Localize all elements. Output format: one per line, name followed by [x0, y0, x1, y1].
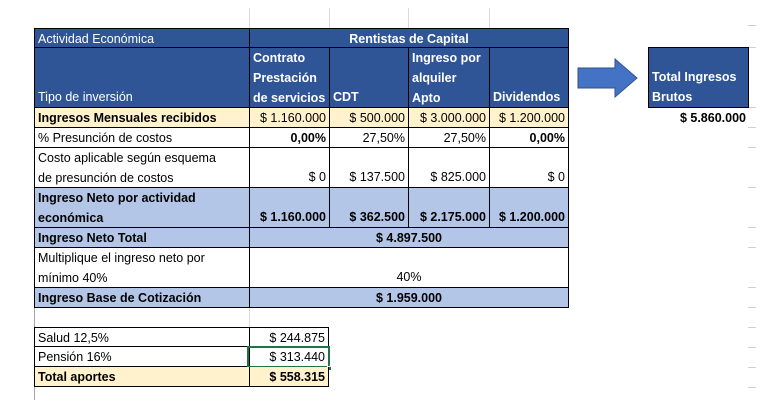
neto-actividad-label-cell[interactable]: Ingreso Neto por actividad económica [34, 188, 249, 228]
gridline [249, 8, 250, 28]
ingresos-label-cell[interactable]: Ingresos Mensuales recibidos [34, 108, 249, 128]
cell-value: $ 3.000.000 [419, 111, 486, 125]
cell-value: 0,00% [290, 131, 326, 145]
costo-value-cell[interactable]: $ 137.500 [329, 148, 408, 188]
multiplique-label-cell[interactable]: Multiplique el ingreso neto por mínimo 4… [34, 248, 249, 288]
activity-label-cell[interactable]: Actividad Económica [34, 28, 249, 48]
column-header-contrato[interactable]: Contrato Prestación de servicios [249, 48, 329, 108]
row-label: Costo aplicable según esquema [38, 151, 216, 165]
neto-actividad-value-cell[interactable]: $ 1.160.000 [249, 188, 329, 228]
header-line: alquiler [412, 71, 457, 85]
selected-cell-outline [247, 346, 330, 368]
group-header: Rentistas de Capital [349, 32, 469, 46]
group-header-cell[interactable]: Rentistas de Capital [249, 28, 569, 48]
row-label: de presunción de costos [38, 171, 174, 185]
type-label-cell[interactable]: Tipo de inversión [34, 48, 249, 108]
row-label: Ingreso Neto Total [38, 231, 147, 245]
row-label: Multiplique el ingreso neto por [38, 251, 205, 265]
neto-actividad-value-cell[interactable]: $ 1.200.000 [489, 188, 569, 228]
neto-actividad-value-cell[interactable]: $ 362.500 [329, 188, 408, 228]
presuncion-value-cell[interactable]: 27,50% [329, 128, 408, 148]
cell-value: $ 1.200.000 [498, 111, 565, 125]
row-label: Salud 12,5% [38, 331, 109, 345]
row-label: Ingresos Mensuales recibidos [38, 111, 217, 125]
ingresos-value-cell[interactable]: $ 500.000 [329, 108, 408, 128]
row-label: Pensión 16% [38, 350, 112, 364]
header-line: CDT [333, 90, 359, 104]
costo-value-cell[interactable]: $ 825.000 [408, 148, 489, 188]
cell-value: 0,00% [529, 131, 565, 145]
cell-value: $ 0 [547, 170, 565, 184]
cell-value: $ 1.160.000 [259, 111, 326, 125]
cell-value: $ 1.200.000 [498, 210, 565, 224]
header-line: Apto [412, 91, 441, 105]
row-label: Total aportes [38, 370, 116, 384]
row-label: Ingreso Neto por actividad [38, 191, 196, 205]
column-header-dividendos[interactable]: Dividendos [489, 48, 569, 108]
gridline [489, 8, 490, 28]
row-label: mínimo 40% [38, 271, 108, 285]
cell-value: 40% [396, 270, 422, 284]
total-brutos-value: $ 5.860.000 [679, 111, 746, 125]
right-arrow-icon [577, 58, 638, 98]
cell-value: $ 0 [308, 170, 326, 184]
presuncion-value-cell[interactable]: 27,50% [408, 128, 489, 148]
header-line: Dividendos [493, 90, 561, 104]
cell-value: $ 1.160.000 [259, 210, 326, 224]
column-header-cdt[interactable]: CDT [329, 48, 408, 108]
cell-value: $ 2.175.000 [419, 210, 486, 224]
cell-value: $ 137.500 [349, 170, 405, 184]
header-line: de servicios [253, 91, 326, 105]
cell-value: 27,50% [362, 131, 405, 145]
ibc-label-cell[interactable]: Ingreso Base de Cotización [34, 288, 249, 308]
total-brutos-value-cell[interactable]: $ 5.860.000 [648, 108, 749, 128]
salud-value-cell[interactable]: $ 244.875 [249, 327, 329, 347]
neto-total-value-cell[interactable]: $ 4.897.500 [249, 228, 569, 248]
presuncion-label-cell[interactable]: % Presunción de costos [34, 128, 249, 148]
cell-value: $ 362.500 [349, 210, 405, 224]
cell-value: 27,50% [443, 131, 486, 145]
gridline [329, 8, 330, 28]
multiplique-value-cell[interactable]: 40% [249, 248, 569, 288]
presuncion-value-cell[interactable]: 0,00% [489, 128, 569, 148]
column-header-alquiler[interactable]: Ingreso por alquiler Apto [408, 48, 489, 108]
pension-label-cell[interactable]: Pensión 16% [34, 347, 249, 367]
cell-value: $ 1.959.000 [375, 291, 443, 305]
salud-label-cell[interactable]: Salud 12,5% [34, 327, 249, 347]
neto-actividad-value-cell[interactable]: $ 2.175.000 [408, 188, 489, 228]
cell-value: $ 244.875 [269, 331, 325, 345]
type-label: Tipo de inversión [38, 90, 133, 104]
gridline [249, 308, 250, 328]
gridline [408, 8, 409, 28]
header-line: Ingreso por [412, 51, 481, 65]
presuncion-value-cell[interactable]: 0,00% [249, 128, 329, 148]
row-label: % Presunción de costos [38, 131, 173, 145]
costo-value-cell[interactable]: $ 0 [249, 148, 329, 188]
row-label: Ingreso Base de Cotización [38, 291, 202, 305]
ingresos-value-cell[interactable]: $ 1.200.000 [489, 108, 569, 128]
header-line: Prestación [253, 71, 317, 85]
total-aportes-value-cell[interactable]: $ 558.315 [249, 367, 329, 387]
total-brutos-label: Brutos [652, 90, 693, 104]
ibc-value-cell[interactable]: $ 1.959.000 [249, 288, 569, 308]
costo-value-cell[interactable]: $ 0 [489, 148, 569, 188]
header-line: Contrato [253, 51, 306, 65]
cell-value: $ 558.315 [269, 370, 325, 384]
cell-value: $ 825.000 [430, 170, 486, 184]
row-label: económica [38, 211, 104, 225]
neto-total-label-cell[interactable]: Ingreso Neto Total [34, 228, 249, 248]
total-brutos-label: Total Ingresos [652, 70, 737, 84]
cell-value: $ 313.440 [269, 350, 325, 364]
total-brutos-header-cell[interactable]: Total Ingresos Brutos [648, 47, 749, 108]
ingresos-value-cell[interactable]: $ 1.160.000 [249, 108, 329, 128]
total-aportes-label-cell[interactable]: Total aportes [34, 367, 249, 387]
ingresos-value-cell[interactable]: $ 3.000.000 [408, 108, 489, 128]
activity-label: Actividad Económica [38, 32, 155, 46]
cell-value: $ 500.000 [349, 111, 405, 125]
costo-label-cell[interactable]: Costo aplicable según esquema de presunc… [34, 148, 249, 188]
cell-value: $ 4.897.500 [375, 231, 443, 245]
